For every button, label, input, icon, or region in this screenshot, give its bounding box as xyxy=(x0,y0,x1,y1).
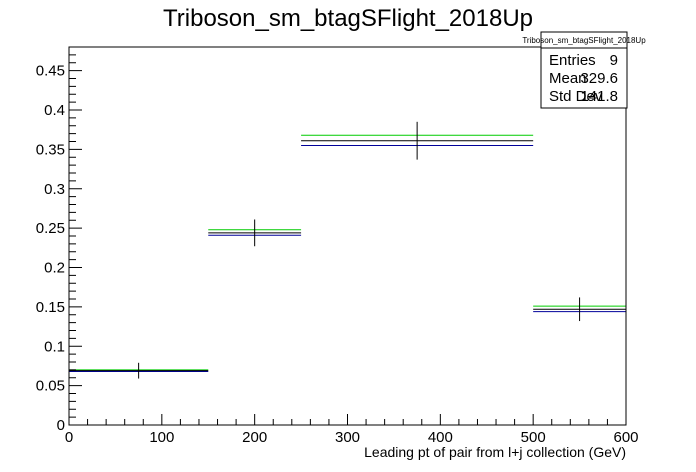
y-tick-label: 0.1 xyxy=(44,338,65,355)
y-tick-label: 0.45 xyxy=(36,63,65,80)
y-axis: 0 0.05 0.1 0.15 0.2 0.25 0.3 0.35 0.4 0.45 xyxy=(36,46,82,434)
x-tick-label: 100 xyxy=(149,429,174,446)
stats-entries-label: Entries xyxy=(549,52,596,69)
x-tick-label: 0 xyxy=(65,429,73,446)
y-tick-label: 0.15 xyxy=(36,299,65,316)
x-axis-label: Leading pt of pair from l+j collection (… xyxy=(364,444,626,460)
stats-entries-value: 9 xyxy=(610,52,618,69)
bins-layer xyxy=(69,121,626,379)
y-tick-label: 0.3 xyxy=(44,181,65,198)
y-tick-label: 0.4 xyxy=(44,102,65,119)
stats-mean-value: 329.6 xyxy=(580,70,618,87)
y-tick-label: 0.25 xyxy=(36,220,65,237)
x-tick-label: 500 xyxy=(521,429,546,446)
stats-mean-label: Mean xyxy=(549,70,587,87)
chart-title: Triboson_sm_btagSFlight_2018Up xyxy=(163,5,533,32)
x-tick-label: 200 xyxy=(242,429,267,446)
stats-stddev-label: Std Dev xyxy=(549,88,603,105)
y-tick-label: 0.35 xyxy=(36,141,65,158)
stats-box-frame xyxy=(540,31,628,109)
x-axis: 0 100 200 300 400 500 600 xyxy=(65,414,639,446)
stats-box: Triboson_sm_btagSFlight_2018Up Entries 9… xyxy=(522,31,646,109)
stats-box-title: Triboson_sm_btagSFlight_2018Up xyxy=(522,36,646,45)
x-tick-label: 400 xyxy=(428,429,453,446)
y-tick-label: 0.2 xyxy=(44,260,65,277)
y-tick-label: 0 xyxy=(57,417,65,434)
stats-stddev-value: 141.8 xyxy=(580,88,618,105)
y-tick-label: 0.05 xyxy=(36,378,65,395)
x-tick-label: 300 xyxy=(335,429,360,446)
x-tick-label: 600 xyxy=(613,429,638,446)
